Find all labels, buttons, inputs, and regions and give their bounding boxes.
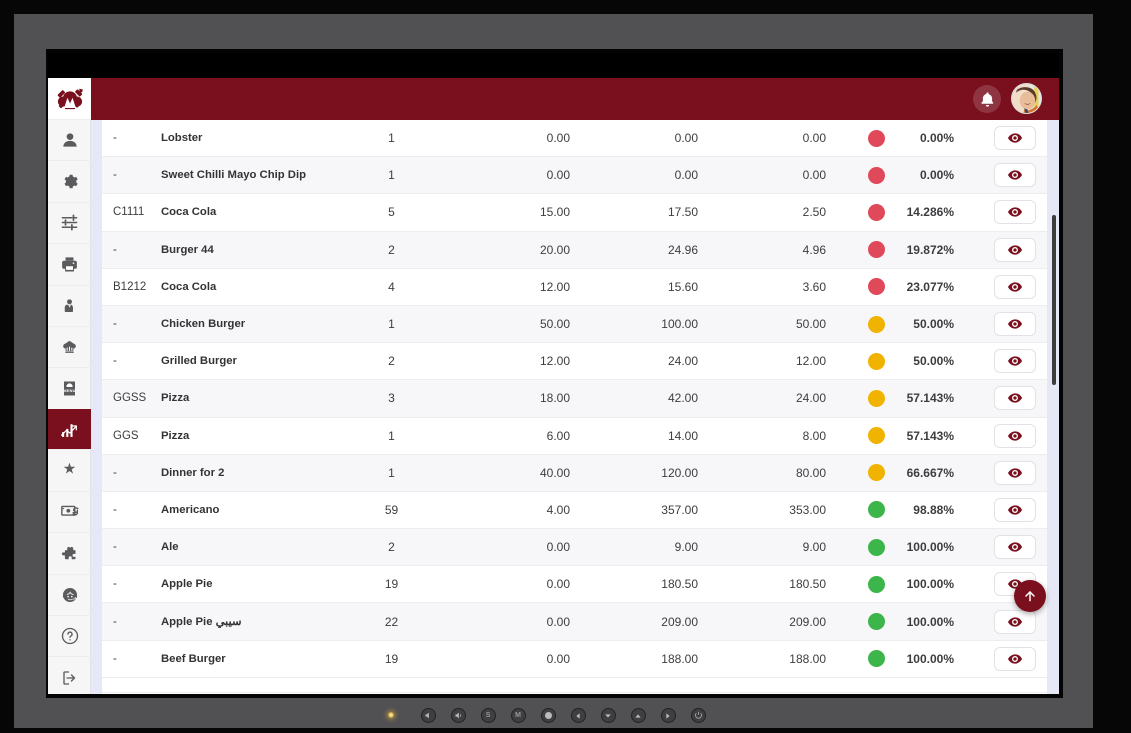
svg-text:MENU: MENU xyxy=(63,389,75,393)
